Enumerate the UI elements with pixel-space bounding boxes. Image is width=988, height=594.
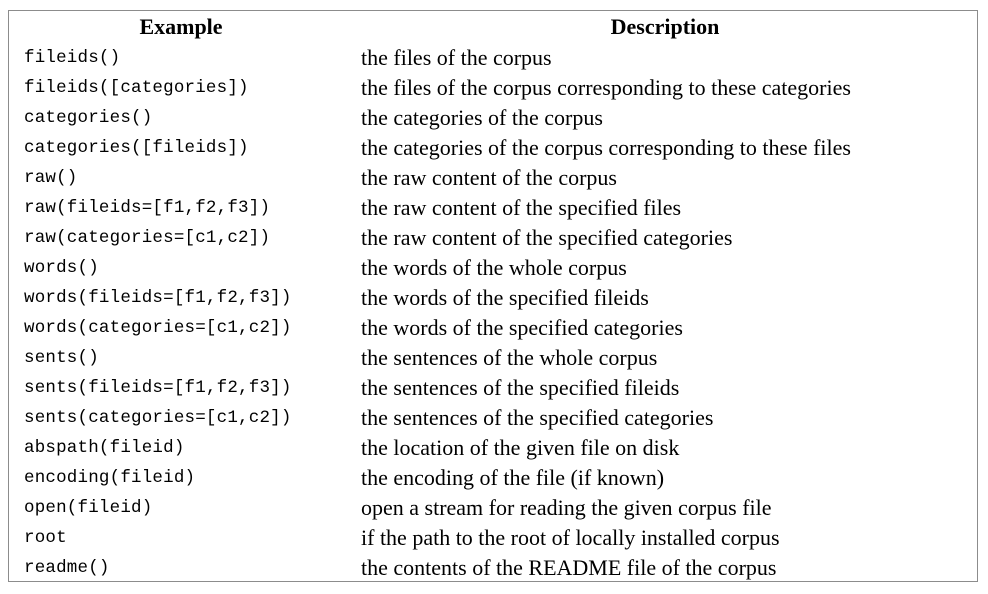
example-cell: encoding(fileid): [24, 468, 196, 488]
header-description: Description: [610, 14, 720, 39]
description-cell: the words of the specified categories: [361, 315, 683, 340]
table-row: sents(fileids=[f1,f2,f3]) the sentences o…: [9, 373, 977, 403]
table-row: open(fileid) open a stream for reading th…: [9, 493, 977, 523]
example-cell: words(): [24, 258, 99, 278]
description-cell: open a stream for reading the given corp…: [361, 495, 772, 520]
description-cell: the files of the corpus corresponding to…: [361, 75, 851, 100]
example-cell: root: [24, 528, 67, 548]
example-cell: words(fileids=[f1,f2,f3]): [24, 288, 292, 308]
corpus-methods-table: Example Description fileids() the files o…: [8, 10, 978, 582]
example-cell: fileids([categories]): [24, 78, 249, 98]
example-cell: sents(categories=[c1,c2]): [24, 408, 292, 428]
description-cell: the categories of the corpus: [361, 105, 603, 130]
description-cell: the contents of the README file of the c…: [361, 555, 777, 580]
example-cell: readme(): [24, 558, 110, 578]
description-cell: the raw content of the corpus: [361, 165, 617, 190]
example-cell: categories([fileids]): [24, 138, 249, 158]
table-row: abspath(fileid) the location of the given…: [9, 433, 977, 463]
table-row: raw() the raw content of the corpus: [9, 163, 977, 193]
example-cell: raw(): [24, 168, 78, 188]
table-row: raw(categories=[c1,c2]) the raw content o…: [9, 223, 977, 253]
description-cell: if the path to the root of locally insta…: [361, 525, 780, 550]
table-body: fileids() the files of the corpus fileids(…: [9, 43, 977, 583]
table-row: encoding(fileid) the encoding of the file…: [9, 463, 977, 493]
description-cell: the sentences of the specified fileids: [361, 375, 680, 400]
description-cell: the raw content of the specified categor…: [361, 225, 733, 250]
description-cell: the encoding of the file (if known): [361, 465, 665, 490]
example-cell: fileids(): [24, 48, 121, 68]
description-cell: the location of the given file on disk: [361, 435, 680, 460]
table-row: raw(fileids=[f1,f2,f3]) the raw content o…: [9, 193, 977, 223]
description-cell: the categories of the corpus correspondi…: [361, 135, 851, 160]
table-row: fileids([categories]) the files of the co…: [9, 73, 977, 103]
header-example: Example: [139, 14, 223, 39]
example-cell: abspath(fileid): [24, 438, 185, 458]
table-row: words() the words of the whole corpus: [9, 253, 977, 283]
table-row: fileids() the files of the corpus: [9, 43, 977, 73]
table-row: categories() the categories of the corpus: [9, 103, 977, 133]
description-cell: the words of the whole corpus: [361, 255, 627, 280]
description-cell: the raw content of the specified files: [361, 195, 682, 220]
example-cell: sents(fileids=[f1,f2,f3]): [24, 378, 292, 398]
example-cell: open(fileid): [24, 498, 153, 518]
description-cell: the words of the specified fileids: [361, 285, 649, 310]
table-row: sents(categories=[c1,c2]) the sentences o…: [9, 403, 977, 433]
table-row: readme() the contents of the README file …: [9, 553, 977, 583]
example-cell: words(categories=[c1,c2]): [24, 318, 292, 338]
table-row: root if the path to the root of locally i…: [9, 523, 977, 553]
table-header-row: Example Description: [9, 11, 977, 43]
description-cell: the sentences of the whole corpus: [361, 345, 658, 370]
description-cell: the files of the corpus: [361, 45, 552, 70]
example-cell: categories(): [24, 108, 153, 128]
table-row: words(fileids=[f1,f2,f3]) the words of th…: [9, 283, 977, 313]
description-cell: the sentences of the specified categorie…: [361, 405, 714, 430]
table-row: words(categories=[c1,c2]) the words of th…: [9, 313, 977, 343]
example-cell: sents(): [24, 348, 99, 368]
example-cell: raw(fileids=[f1,f2,f3]): [24, 198, 271, 218]
table-row: categories([fileids]) the categories of t…: [9, 133, 977, 163]
example-cell: raw(categories=[c1,c2]): [24, 228, 271, 248]
table-row: sents() the sentences of the whole corpus: [9, 343, 977, 373]
